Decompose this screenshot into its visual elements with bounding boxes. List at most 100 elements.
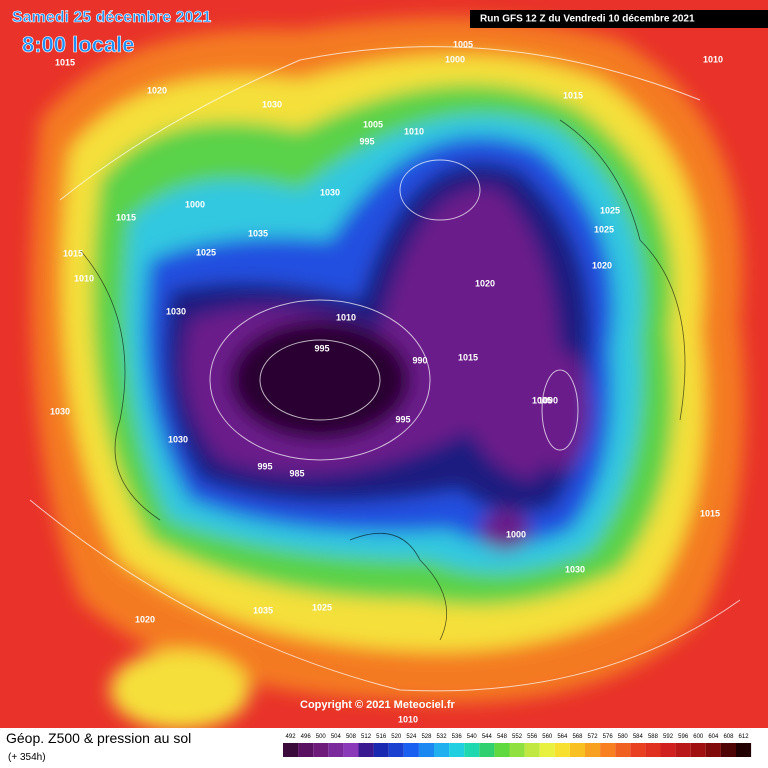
isobar-label: 1030 xyxy=(320,187,340,197)
isobar-label: 1025 xyxy=(312,602,332,612)
isobar-label: 1020 xyxy=(475,278,495,288)
legend-label: 584 xyxy=(633,734,644,740)
isobar-label: 1000 xyxy=(538,395,558,405)
time: 8:00 locale xyxy=(22,32,135,57)
legend-swatch xyxy=(343,743,359,757)
isobar-label: 1000 xyxy=(445,54,465,64)
legend-label: 560 xyxy=(542,734,553,740)
legend-label: 548 xyxy=(497,734,508,740)
isobar-label: 1020 xyxy=(135,614,155,624)
legend-swatch xyxy=(585,743,601,757)
isobar-label: 1035 xyxy=(253,605,273,615)
legend-swatch xyxy=(569,743,585,757)
legend-swatch xyxy=(675,743,691,757)
isobar-label: 1005 xyxy=(363,119,383,129)
isobar-label: 995 xyxy=(257,461,272,471)
legend-label: 520 xyxy=(391,734,402,740)
legend-swatch xyxy=(449,743,465,757)
legend-label: 612 xyxy=(739,734,750,740)
legend-label: 516 xyxy=(376,734,387,740)
legend-label: 492 xyxy=(286,734,297,740)
legend-swatch xyxy=(600,743,616,757)
legend-label: 552 xyxy=(512,734,523,740)
isobar-label: 1030 xyxy=(565,564,585,574)
isobars xyxy=(29,46,741,692)
z500-field xyxy=(31,17,745,730)
isobar-label: 995 xyxy=(314,343,329,353)
legend-swatch xyxy=(630,743,646,757)
legend-label: 568 xyxy=(572,734,583,740)
legend-label: 504 xyxy=(331,734,342,740)
legend-label: 532 xyxy=(437,734,448,740)
isobar-label: 1020 xyxy=(592,260,612,270)
legend-swatch xyxy=(524,743,540,757)
legend-label: 536 xyxy=(452,734,463,740)
footer-lead: (+ 354h) xyxy=(8,752,46,763)
isobar-label: 1010 xyxy=(74,273,94,283)
isobar-label: 995 xyxy=(359,136,374,146)
legend-label: 596 xyxy=(678,734,689,740)
legend-label: 556 xyxy=(527,734,538,740)
legend-label: 524 xyxy=(406,734,417,740)
legend-label: 576 xyxy=(603,734,614,740)
legend-swatch xyxy=(509,743,525,757)
isobar-label: 1015 xyxy=(563,90,583,100)
isobar-label: 1030 xyxy=(262,99,282,109)
coastlines xyxy=(79,119,686,641)
legend-label: 508 xyxy=(346,734,357,740)
isobar-label: 1000 xyxy=(185,199,205,209)
isobar-label: 1030 xyxy=(168,434,188,444)
isobar-label: 1005 xyxy=(532,395,552,405)
legend-swatch xyxy=(736,743,752,757)
isobar-label: 1035 xyxy=(248,228,268,238)
legend-swatch xyxy=(403,743,419,757)
legend-swatch xyxy=(705,743,721,757)
copyright: Copyright © 2021 Meteociel.fr xyxy=(300,699,456,711)
legend-swatch xyxy=(615,743,631,757)
isobar-label: 1025 xyxy=(600,205,620,215)
legend-label: 540 xyxy=(467,734,478,740)
legend-swatch xyxy=(479,743,495,757)
legend-swatch xyxy=(690,743,706,757)
isobar-label: 1030 xyxy=(166,306,186,316)
legend-swatch xyxy=(298,743,314,757)
isobar-label: 985 xyxy=(289,468,304,478)
legend-swatch xyxy=(358,743,374,757)
isobar-label: 1005 xyxy=(453,39,473,49)
isobar-label: 1015 xyxy=(55,57,75,67)
legend-swatch xyxy=(720,743,736,757)
isobar-label: 1020 xyxy=(147,85,167,95)
legend-label: 608 xyxy=(723,734,734,740)
legend-swatch xyxy=(434,743,450,757)
isobar-label: 1015 xyxy=(700,508,720,518)
legend-label: 592 xyxy=(663,734,674,740)
footer-title: Géop. Z500 & pression au sol xyxy=(6,730,191,746)
legend-swatch xyxy=(464,743,480,757)
legend-label: 572 xyxy=(588,734,599,740)
isobar-label: 1030 xyxy=(50,406,70,416)
isobar-label: 1010 xyxy=(398,714,418,724)
legend-swatch xyxy=(388,743,404,757)
legend-label: 580 xyxy=(618,734,629,740)
legend-label: 500 xyxy=(316,734,327,740)
legend-label: 528 xyxy=(421,734,432,740)
isobar-label: 1015 xyxy=(116,212,136,222)
legend-swatch xyxy=(645,743,661,757)
isobar-label: 1025 xyxy=(594,224,614,234)
run-box xyxy=(470,10,768,28)
legend-swatch xyxy=(373,743,389,757)
legend-label: 496 xyxy=(301,734,312,740)
legend-swatch xyxy=(660,743,676,757)
isobar-labels: 1015102010301005100010101015100599510001… xyxy=(50,39,723,724)
date: Samedi 25 décembre 2021 xyxy=(12,9,211,26)
legend-label: 564 xyxy=(557,734,568,740)
legend-swatch xyxy=(283,743,299,757)
legend: 492 496 500 504 508 512 516 520 524 528 532 536 540 5… xyxy=(283,734,752,757)
legend-swatch xyxy=(313,743,329,757)
legend-label: 588 xyxy=(648,734,659,740)
legend-label: 544 xyxy=(482,734,493,740)
run-info: Run GFS 12 Z du Vendredi 10 décembre 202… xyxy=(480,14,695,25)
isobar-label: 1000 xyxy=(506,529,526,539)
isobar-label: 995 xyxy=(395,414,410,424)
